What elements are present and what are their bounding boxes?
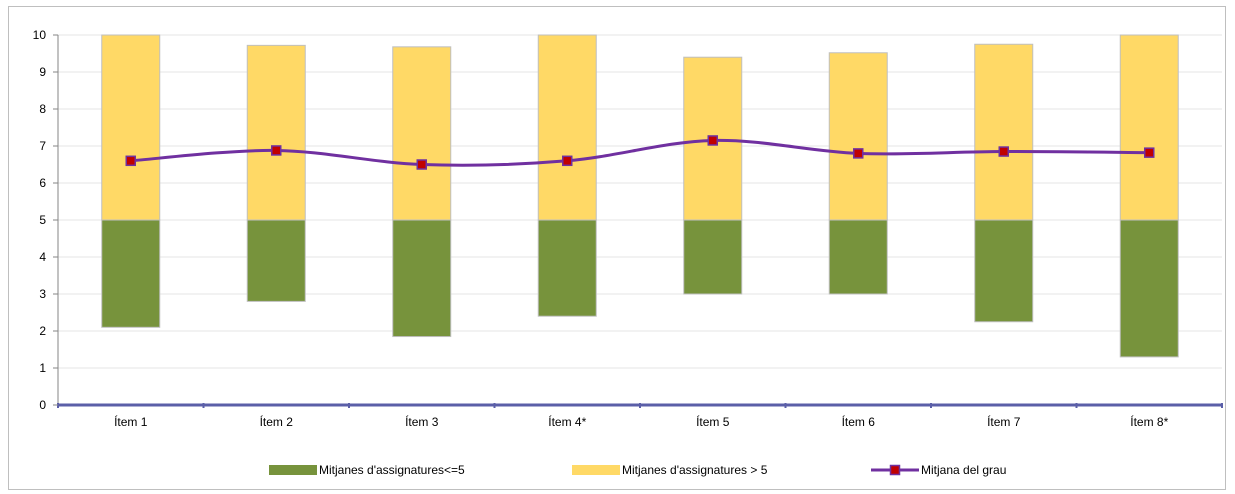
bar (974, 43, 1034, 221)
y-tick-label: 10 (33, 28, 47, 42)
bars (101, 34, 1179, 358)
bar (1119, 34, 1179, 221)
bar (828, 52, 888, 221)
bar (246, 219, 306, 302)
chart-svg: 0 1 2 3 4 5 6 7 8 9 10 Ítem 1 Ítem 2 Ítem 3 Ítem 4* Íte… (33, 28, 1223, 477)
line-point (998, 146, 1009, 157)
bar (392, 219, 452, 338)
y-tick-label: 8 (39, 102, 46, 116)
mean-line-series (125, 135, 1155, 170)
x-tick-label: Ítem 3 (405, 414, 439, 429)
mean-line (130, 138, 1150, 167)
bar (537, 219, 597, 317)
y-tick-label: 7 (39, 139, 46, 153)
line-point (125, 155, 136, 167)
line-point (416, 159, 427, 170)
x-tick-label: Ítem 4* (548, 414, 586, 429)
gridlines (58, 34, 1222, 369)
y-tick-label: 5 (39, 213, 46, 227)
y-tick-label: 6 (39, 176, 46, 190)
bar (246, 44, 306, 221)
line-point (271, 145, 282, 156)
legend-marker (889, 464, 901, 476)
chart-frame: 0 1 2 3 4 5 6 7 8 9 10 Ítem 1 Ítem 2 Ítem 3 Ítem 4* Íte… (8, 6, 1226, 490)
y-tick-label: 3 (39, 287, 46, 301)
legend-label: Mitjanes d'assignatures > 5 (622, 463, 768, 477)
legend-swatch (269, 465, 317, 475)
bar (974, 219, 1034, 323)
axes (53, 34, 1223, 408)
bar (683, 219, 743, 295)
line-point (853, 148, 864, 159)
bar (537, 34, 597, 221)
x-tick-label: Ítem 5 (696, 414, 730, 429)
line-point (562, 155, 573, 167)
y-tick-label: 1 (39, 361, 46, 375)
bar (101, 34, 161, 221)
tick-labels: 0 1 2 3 4 5 6 7 8 9 10 Ítem 1 Ítem 2 Ítem 3 Ítem 4* Íte… (33, 28, 1169, 429)
bar (392, 46, 452, 221)
line-point (707, 135, 718, 146)
line-point (1144, 147, 1155, 158)
y-tick-label: 0 (39, 398, 46, 412)
bar (828, 219, 888, 295)
x-tick-label: Ítem 1 (114, 414, 148, 429)
bar (101, 219, 161, 328)
y-tick-label: 9 (39, 65, 46, 79)
legend-label: Mitjana del grau (921, 463, 1006, 477)
x-tick-label: Ítem 8* (1130, 414, 1168, 429)
x-tick-label: Ítem 7 (987, 414, 1021, 429)
legend: Mitjanes d'assignatures<=5 Mitjanes d'ass… (269, 463, 1006, 477)
bar (1119, 219, 1179, 358)
x-tick-label: Ítem 2 (260, 414, 294, 429)
x-tick-label: Ítem 6 (842, 414, 876, 429)
legend-swatch (572, 465, 620, 475)
y-tick-label: 4 (39, 250, 46, 264)
legend-label: Mitjanes d'assignatures<=5 (319, 463, 465, 477)
y-tick-label: 2 (39, 324, 46, 338)
